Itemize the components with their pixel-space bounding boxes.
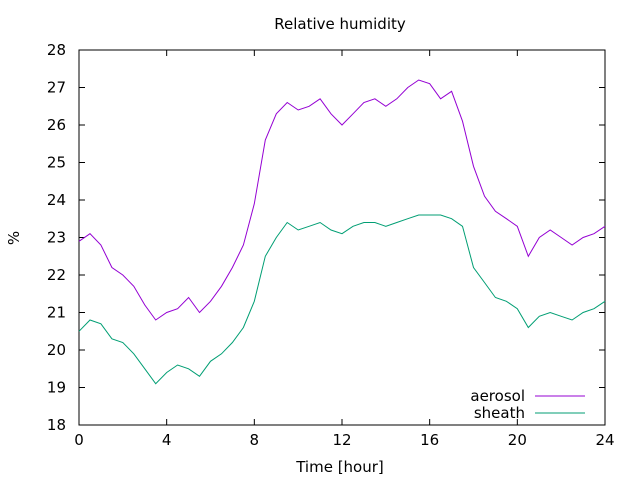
series-line-aerosol: [78, 79, 606, 321]
x-tick-label: 12: [332, 431, 351, 449]
series-layer: [78, 79, 606, 385]
plot-area-border: [78, 49, 606, 426]
x-tick-label: 20: [508, 431, 527, 449]
x-axis: 0 4 8 12 16 20 24: [74, 50, 615, 449]
y-tick-label: 27: [47, 79, 66, 97]
x-tick-label: 4: [162, 431, 172, 449]
y-axis: 18 19 20 21 22 23 24 25 26 27 28: [47, 41, 605, 434]
legend-label-aerosol: aerosol: [470, 387, 525, 405]
y-tick-label: 19: [47, 379, 66, 397]
chart-title: Relative humidity: [274, 15, 406, 33]
y-tick-label: 28: [47, 41, 66, 59]
x-tick-label: 8: [250, 431, 260, 449]
y-tick-label: 20: [47, 341, 66, 359]
y-tick-label: 24: [47, 191, 66, 209]
y-tick-label: 26: [47, 116, 66, 134]
legend-label-sheath: sheath: [474, 404, 525, 422]
y-tick-label: 22: [47, 266, 66, 284]
y-tick-label: 25: [47, 154, 66, 172]
y-tick-label: 21: [47, 304, 66, 322]
x-tick-label: 16: [420, 431, 439, 449]
x-tick-label: 24: [595, 431, 614, 449]
y-axis-label: %: [5, 231, 23, 245]
y-tick-label: 23: [47, 229, 66, 247]
x-axis-label: Time [hour]: [295, 458, 384, 476]
series-line-sheath: [78, 214, 606, 385]
x-tick-label: 0: [74, 431, 84, 449]
y-tick-label: 18: [47, 416, 66, 434]
